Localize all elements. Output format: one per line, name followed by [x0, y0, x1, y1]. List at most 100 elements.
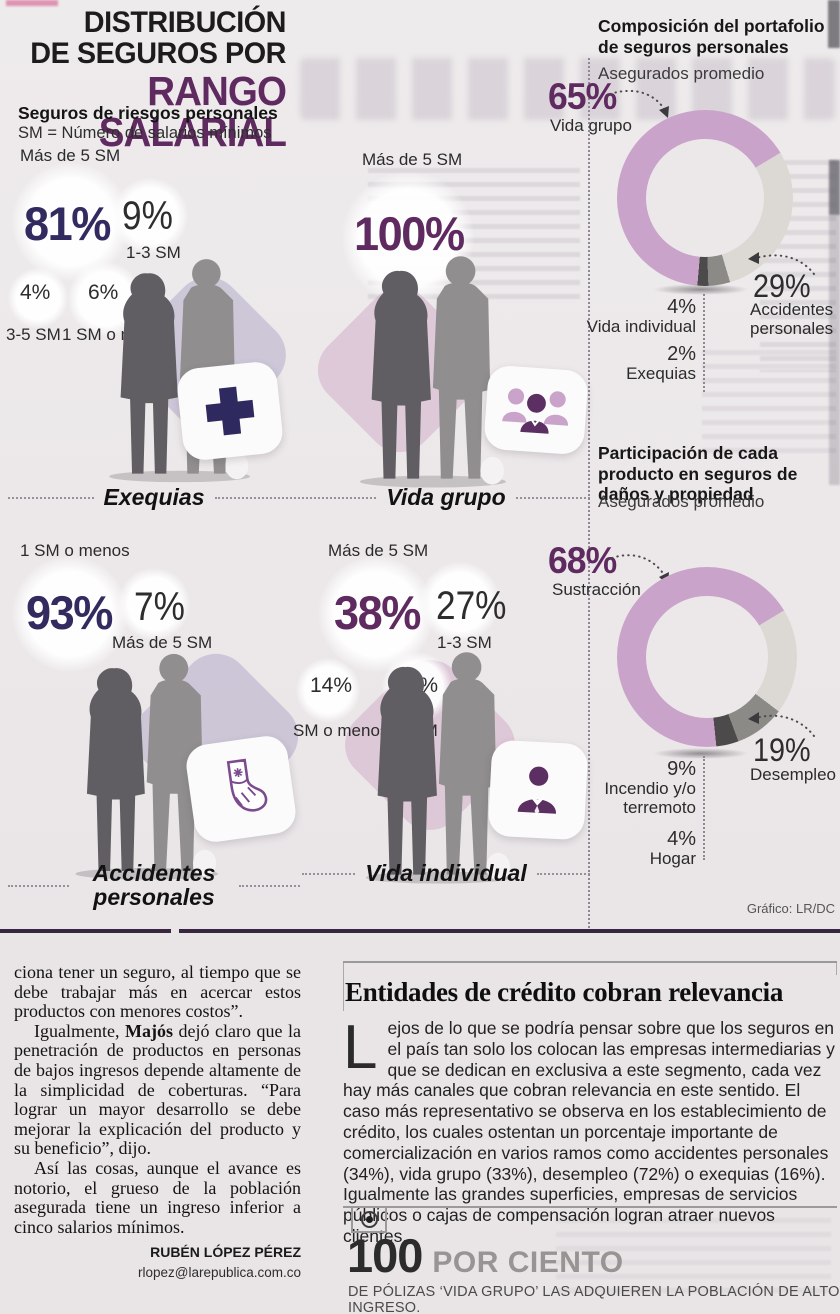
value-label: 14% [310, 674, 353, 697]
section-heading: Entidades de crédito cobran relevancia [345, 977, 784, 1007]
category-label: 3-5 SM [6, 325, 61, 344]
scan-artifact [829, 215, 840, 485]
slice-label: Exequias [626, 364, 696, 383]
dotted-arrow [748, 712, 815, 737]
callout-caption: DE PÓLIZAS ‘VIDA GRUPO’ LAS ADQUIEREN LA… [348, 1284, 840, 1314]
dotted-leader [703, 756, 705, 860]
slice-value: 4% [667, 296, 696, 318]
dotted-rule [239, 884, 300, 887]
scan-artifact [6, 0, 58, 6]
bubble [118, 568, 190, 640]
category-label: 1-3 SM [437, 633, 492, 652]
icon-card [487, 739, 589, 841]
drop-cap: L [343, 1013, 378, 1082]
donut-hole [646, 139, 764, 257]
shadow [653, 284, 749, 295]
section-separator [0, 929, 840, 933]
chart-title: Vida individual [365, 860, 527, 886]
author-email: rlopez@larepublica.com.co [137, 1264, 301, 1280]
rule-stub [343, 963, 344, 1011]
section-top-rule [343, 961, 837, 1011]
chart-title: Exequias [103, 484, 205, 510]
value-label: 93% [26, 586, 113, 639]
author-byline: RUBÉN LÓPEZ PÉREZ [150, 1244, 301, 1261]
donut-subtitle: Asegurados promedio [598, 64, 765, 83]
slice-value: 2% [667, 343, 696, 365]
stat-callout: 100 POR CIENTO [347, 1228, 624, 1283]
ghost-text-bleed [556, 1218, 831, 1302]
chart-title-row: Exequias [8, 484, 300, 510]
category-label: 1-3 SM [126, 243, 181, 262]
value-label: 7% [134, 585, 185, 629]
paragraph-text: dejó claro que la penetración de product… [14, 1020, 301, 1159]
category-label: Más de 5 SM [362, 150, 463, 169]
people-silhouette [342, 240, 510, 490]
value-label: 38% [334, 586, 421, 639]
slice-value: 19% [753, 732, 811, 768]
icon-card [183, 733, 299, 845]
dotted-rule [8, 884, 69, 887]
article-paragraph: Igualmente, Majós dejó claro que la pene… [14, 1020, 301, 1159]
shadow [653, 748, 749, 759]
rule-stub [836, 963, 837, 975]
ghost-headline-bleed [300, 58, 835, 120]
dotted-arrow [748, 252, 815, 275]
article-paragraph: Así las cosas, aunque el avance es notor… [14, 1157, 301, 1237]
article-left-column: ciona tener un seguro, al tiempo que se … [14, 962, 301, 1283]
value-label: 4% [20, 281, 51, 304]
slice-label: Vida grupo [550, 116, 632, 135]
paragraph-text: Igualmente, [34, 1020, 125, 1041]
slice-label: Vida individual [586, 317, 696, 336]
slice-value: 4% [667, 828, 696, 850]
chart-title-row: Vida grupo [302, 484, 591, 510]
slice-label: Accidentes personales [750, 300, 834, 338]
title-line-3: RANGO SALARIAL [98, 68, 287, 156]
bubble [112, 178, 188, 254]
bubble [420, 562, 500, 642]
article-right-section: Entidades de crédito cobran relevancia L… [343, 961, 837, 1247]
donut-ring [617, 110, 793, 286]
bubble [12, 163, 130, 281]
chart-title: Accidentes personales [92, 860, 216, 910]
slice-value: 9% [667, 758, 696, 780]
infographic-note: SM = Número de salarios mínimos [18, 124, 272, 142]
dotted-rule [8, 496, 94, 499]
graphic-credit: Gráfico: LR/DC [746, 901, 835, 916]
bubble [296, 658, 360, 722]
callout-notch [351, 1208, 387, 1233]
donut-hole [646, 596, 768, 718]
callout-unit: POR CIENTO [432, 1246, 624, 1279]
icon-card [175, 360, 285, 462]
dotted-rule [302, 872, 356, 875]
bubble [8, 268, 68, 328]
businessman-icon [517, 766, 556, 816]
value-label: 9% [122, 194, 173, 238]
callout-number: 100 [347, 1229, 423, 1282]
category-label: Más de 5 SM [20, 146, 121, 165]
infographic-title: DISTRIBUCIÓN DE SEGUROS POR RANGO SALARI… [18, 6, 287, 156]
category-label: SM o menos [293, 721, 389, 740]
donut-ring [617, 567, 797, 747]
title-line-1: DISTRIBUCIÓN [83, 6, 287, 39]
dotted-rule [515, 496, 591, 499]
chart-title-row: Accidentes personales [8, 860, 300, 910]
donut-title: Composición del portafolio de seguros pe… [598, 16, 825, 57]
value-label: 81% [24, 197, 111, 250]
category-label: Más de 5 SM [328, 541, 429, 560]
infographic-subtitle: Seguros de riesgos personales [18, 103, 278, 123]
slice-label: Desempleo [750, 765, 836, 784]
dotted-rule [302, 496, 377, 499]
slice-value: 29% [753, 268, 811, 304]
body-text: ejos de lo que se podría pensar sobre qu… [343, 1018, 835, 1246]
article-paragraph: ciona tener un seguro, al tiempo que se … [14, 962, 301, 1022]
dotted-rule [214, 496, 300, 499]
title-line-2: DE SEGUROS POR [30, 36, 287, 70]
scan-artifact [828, 0, 840, 48]
icon-card [483, 364, 589, 456]
chart-title: Vida grupo [386, 484, 506, 510]
donut-title: Participación de cada producto en seguro… [598, 443, 798, 505]
slice-value: 68% [548, 540, 617, 581]
value-label: 100% [354, 207, 465, 260]
